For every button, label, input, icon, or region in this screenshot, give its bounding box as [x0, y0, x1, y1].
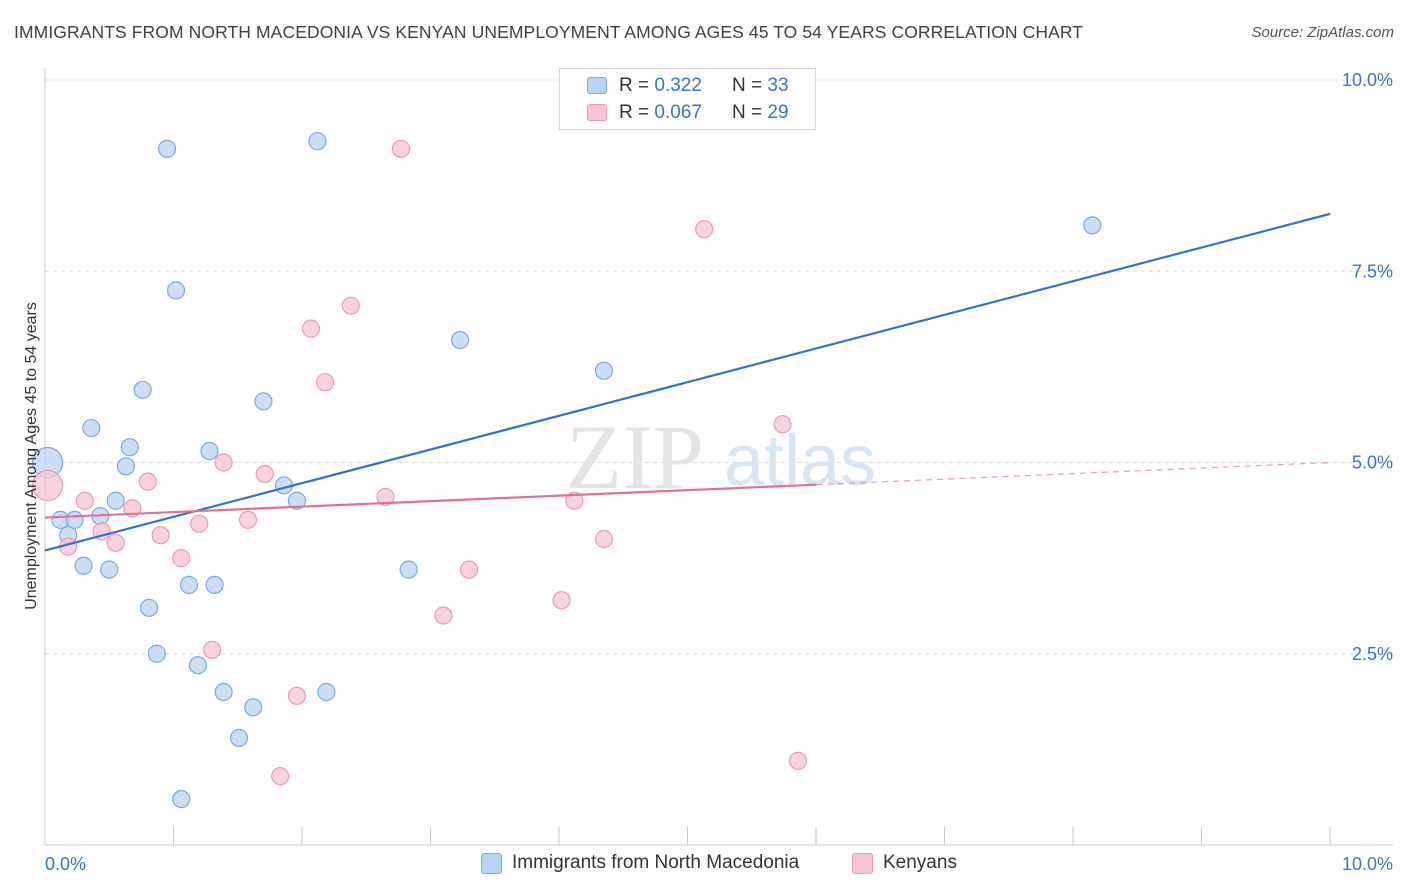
data-point-kenyans: [106, 533, 125, 552]
trend-lines: [44, 212, 1331, 552]
axes: [44, 68, 1393, 846]
data-point-kenyans: [31, 469, 64, 502]
data-point-north-macedonia: [244, 698, 263, 717]
data-point-north-macedonia: [179, 575, 199, 595]
data-point-north-macedonia: [139, 598, 159, 617]
data-point-kenyans: [214, 453, 233, 472]
stats-legend: R = 0.322 N = 33 R = 0.067 N = 29: [559, 68, 816, 130]
data-point-kenyans: [172, 549, 191, 568]
data-point-north-macedonia: [450, 331, 470, 350]
stats-row-north-macedonia: R = 0.322 N = 33: [560, 73, 815, 99]
data-point-north-macedonia: [229, 728, 249, 748]
data-point-north-macedonia: [65, 510, 84, 529]
data-point-north-macedonia: [214, 682, 233, 702]
grid-lines: [45, 79, 1393, 655]
data-point-kenyans: [773, 415, 792, 434]
trend-line-extension-kenyans: [815, 461, 1331, 486]
data-point-north-macedonia: [106, 491, 125, 510]
data-point-north-macedonia: [205, 575, 224, 595]
n-stat: N = 29: [732, 102, 789, 123]
data-point-kenyans: [565, 491, 584, 510]
data-point-north-macedonia: [188, 656, 208, 675]
blue-swatch: [587, 77, 607, 94]
data-point-kenyans: [459, 560, 479, 579]
data-point-kenyans: [271, 767, 290, 786]
r-stat: R = 0.322: [619, 75, 702, 96]
data-point-kenyans: [391, 139, 411, 158]
data-point-north-macedonia: [399, 560, 418, 579]
data-point-kenyans: [75, 491, 94, 510]
trend-line-kenyans: [44, 483, 817, 519]
data-point-north-macedonia: [166, 281, 186, 300]
data-point-kenyans: [255, 464, 274, 484]
data-point-north-macedonia: [172, 789, 191, 809]
data-point-north-macedonia: [120, 438, 139, 457]
data-point-kenyans: [594, 529, 614, 549]
data-point-north-macedonia: [157, 139, 177, 158]
data-point-north-macedonia: [308, 132, 327, 151]
blue-swatch: [481, 853, 502, 874]
data-point-north-macedonia: [82, 418, 101, 438]
data-point-kenyans: [190, 514, 209, 533]
x-tick-label: 0.0%: [45, 854, 86, 874]
data-point-north-macedonia: [116, 457, 136, 476]
r-stat: R = 0.067: [619, 102, 702, 123]
data-point-kenyans: [138, 472, 157, 491]
data-point-kenyans: [316, 373, 335, 392]
source-label: Source: ZipAtlas.com: [1251, 24, 1394, 41]
y-tick-label: 10.0%: [1342, 70, 1393, 90]
data-point-north-macedonia: [147, 644, 166, 663]
trend-line-north-macedonia: [44, 212, 1331, 552]
data-point-kenyans: [552, 591, 571, 610]
data-point-north-macedonia: [133, 380, 152, 399]
data-point-north-macedonia: [100, 560, 119, 579]
x-tick-label: 10.0%: [1342, 854, 1393, 874]
chart-title: IMMIGRANTS FROM NORTH MACEDONIA VS KENYA…: [14, 22, 1084, 42]
data-point-kenyans: [788, 751, 808, 770]
y-tick-label: 2.5%: [1352, 644, 1393, 664]
data-point-north-macedonia: [74, 556, 93, 575]
data-point-north-macedonia: [254, 392, 273, 411]
y-tick-label: 7.5%: [1352, 261, 1393, 281]
data-point-kenyans: [151, 526, 170, 545]
legend-label: Kenyans: [883, 852, 957, 873]
data-point-north-macedonia: [1083, 216, 1102, 235]
watermark-atlas: atlas: [724, 421, 876, 501]
data-point-north-macedonia: [200, 441, 219, 461]
data-point-north-macedonia: [287, 491, 306, 510]
stats-row-kenyans: R = 0.067 N = 29: [560, 100, 815, 126]
data-point-kenyans: [238, 510, 258, 529]
data-point-kenyans: [341, 296, 360, 315]
data-point-kenyans: [202, 640, 222, 660]
data-point-north-macedonia: [594, 361, 614, 380]
data-point-kenyans: [376, 487, 395, 507]
n-stat: N = 33: [732, 75, 789, 96]
y-tick-label: 5.0%: [1352, 453, 1393, 473]
data-point-kenyans: [434, 606, 453, 625]
tick-labels: 2.5% 5.0% 7.5% 10.0% 0.0% 10.0%: [45, 70, 1393, 874]
points: [31, 132, 1102, 809]
data-point-kenyans: [287, 686, 306, 705]
legend-label: Immigrants from North Macedonia: [512, 852, 800, 873]
y-axis-title: Unemployment Among Ages 45 to 54 years: [23, 302, 40, 610]
pink-swatch: [852, 853, 873, 874]
data-point-north-macedonia: [317, 682, 336, 702]
data-point-kenyans: [695, 220, 714, 239]
data-point-kenyans: [301, 319, 321, 338]
pink-swatch: [587, 104, 607, 121]
